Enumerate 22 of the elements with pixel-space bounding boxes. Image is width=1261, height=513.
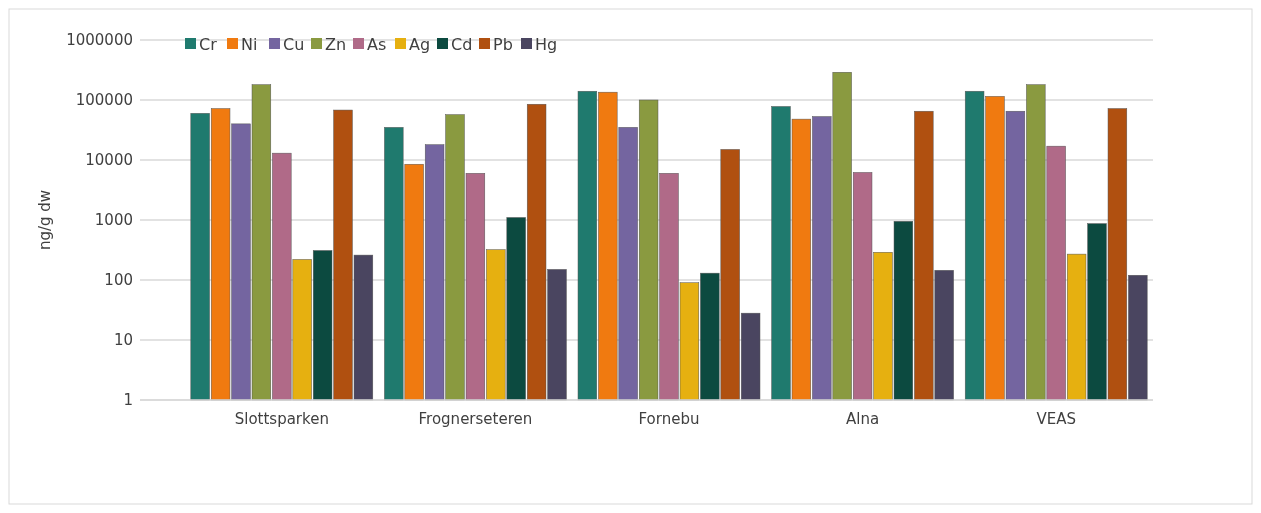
- y-tick-label: 100: [104, 271, 133, 290]
- y-tick-label: 100000: [75, 91, 133, 110]
- legend-label: Cu: [283, 34, 305, 54]
- y-tick-label: 1000: [94, 211, 133, 230]
- x-tick-label: Fornebu: [638, 410, 700, 428]
- y-tick-label: 10000: [85, 151, 133, 170]
- legend-label: Hg: [535, 34, 558, 54]
- legend-label: As: [367, 34, 387, 54]
- legend-label: Zn: [325, 34, 347, 54]
- legend-label: Cd: [451, 34, 473, 54]
- legend-label: Ag: [409, 34, 431, 54]
- legend-label: Pb: [493, 34, 513, 54]
- y-axis-title: ng/g dw: [36, 189, 54, 251]
- legend-label: Ni: [241, 34, 258, 54]
- x-tick-label: VEAS: [1036, 410, 1076, 428]
- y-tick-label: 1: [123, 391, 133, 410]
- x-tick-label: Alna: [846, 410, 880, 428]
- x-tick-label: Slottsparken: [234, 410, 329, 428]
- y-tick-label: 10: [113, 331, 133, 350]
- legend-label: Cr: [199, 34, 218, 54]
- y-tick-label: 1000000: [66, 31, 133, 50]
- x-tick-label: Frognerseteren: [418, 410, 533, 428]
